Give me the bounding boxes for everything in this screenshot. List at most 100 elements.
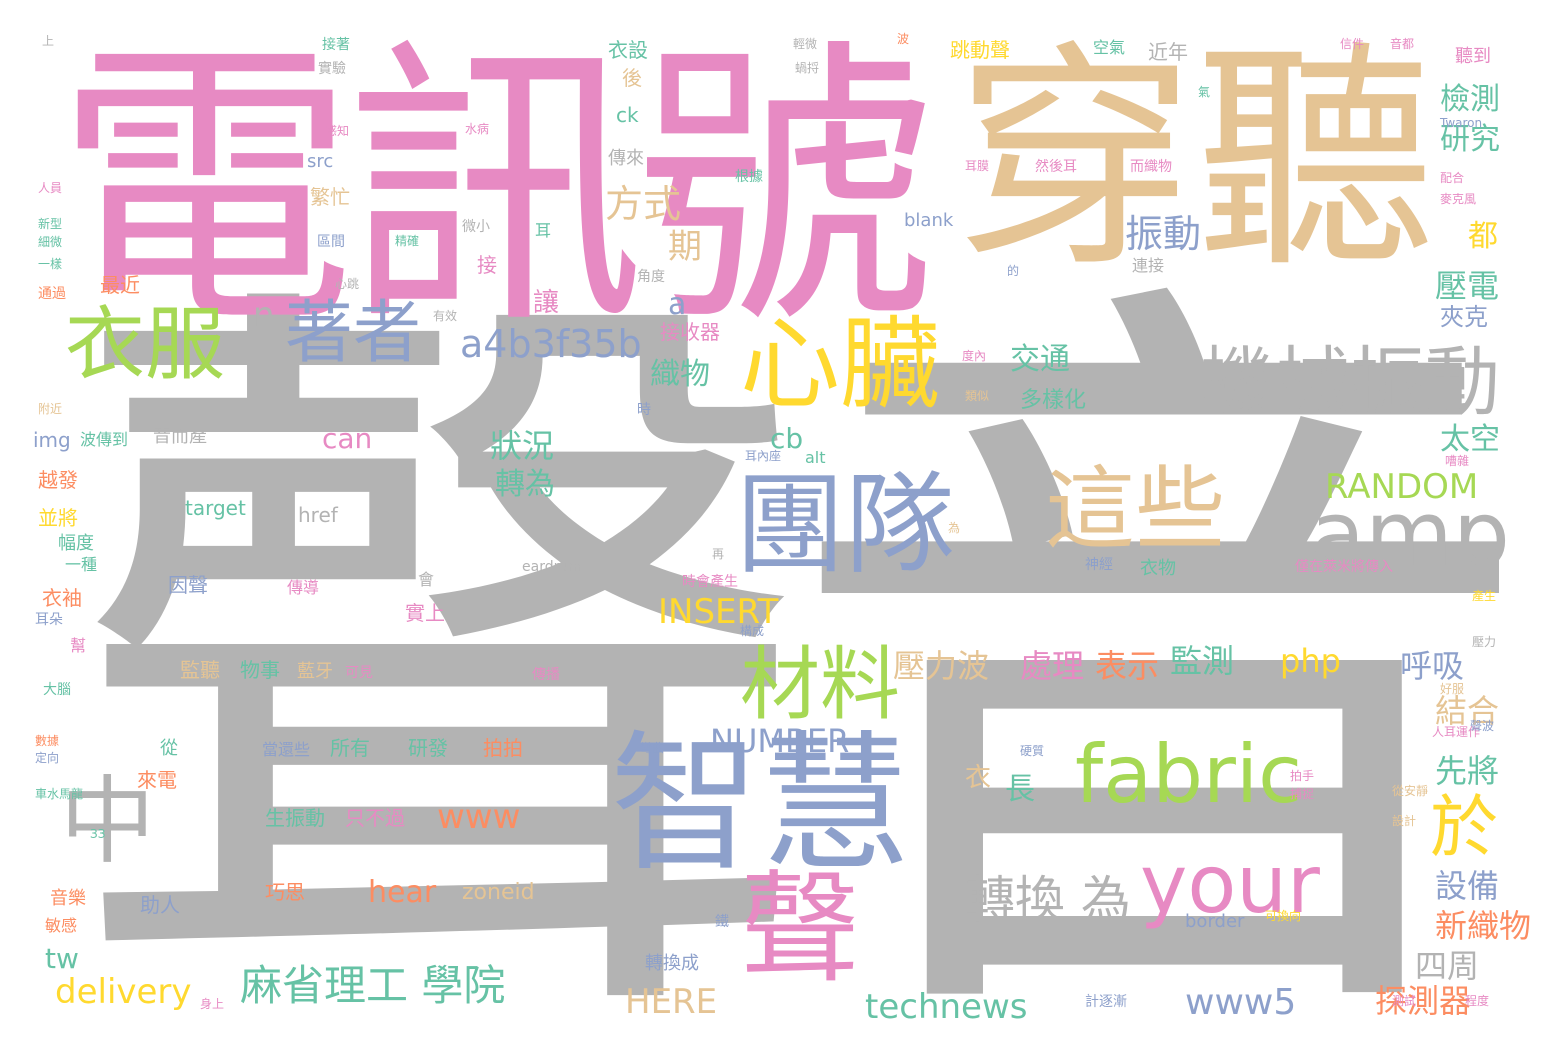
- word-hou: 後: [622, 66, 642, 90]
- word-shihuichansheng: 時會產生: [682, 574, 738, 590]
- word-zuijin: 最近: [100, 273, 140, 297]
- word-jiaotong: 交通: [1010, 342, 1070, 377]
- word-youxiao: 有效: [433, 309, 458, 323]
- word-genju: 根據: [735, 169, 763, 185]
- word-twaron: Twaron: [1440, 116, 1483, 130]
- word-yinerchan: 音而產: [153, 426, 207, 447]
- word-eardrum: eardrum: [522, 559, 582, 575]
- word-shuju: 數據: [35, 734, 60, 748]
- word-technews: technews: [865, 987, 1028, 1027]
- word-yali: 壓力: [1472, 635, 1497, 649]
- word-www5: www5: [1185, 982, 1297, 1023]
- word-zhiwu: 織物: [650, 357, 710, 392]
- word-shebei: 設備: [1435, 867, 1500, 905]
- word-zhong: 中: [60, 767, 156, 877]
- word-hear: hear: [368, 875, 437, 910]
- word-chansheng: 產生: [1472, 589, 1497, 603]
- word-sizhou: 四周: [1415, 947, 1480, 985]
- word-dangjiexie: 當還些: [262, 740, 311, 759]
- word-shengbo: 聲波: [1470, 719, 1495, 733]
- word-chuanlai: 傳來: [608, 148, 644, 169]
- word-fangshi: 方式: [605, 182, 682, 226]
- word-jiake: 夾克: [1440, 303, 1488, 331]
- word-er: 耳: [535, 221, 552, 240]
- word-xinjian: 信件: [1340, 37, 1365, 51]
- word-tiaodongsheng: 跳動聲: [950, 38, 1010, 62]
- word-mingan: 敏感: [45, 916, 78, 935]
- word-haofu: 好服: [1440, 682, 1465, 696]
- word-erduo: 耳朵: [35, 612, 63, 628]
- word-qingwei: 輕微: [793, 37, 818, 51]
- word-shengzhendong: 生振動: [265, 806, 325, 830]
- word-buzhuo: 捕捉: [1290, 787, 1315, 801]
- word-jiezhe: 接著: [322, 37, 350, 53]
- word-weixiao: 微小: [462, 219, 490, 235]
- word-jiance-detect: 檢測: [1440, 82, 1500, 117]
- word-de: 的: [1007, 264, 1020, 278]
- word-delivery: delivery: [55, 972, 192, 1012]
- word-zhuanhuan-wei: 轉換 為: [965, 871, 1131, 929]
- word-bang: 幫: [70, 636, 87, 655]
- word-ceshi: 測試: [1392, 994, 1417, 1008]
- word-random: RANDOM: [1325, 467, 1479, 507]
- word-qujian: 區間: [317, 234, 345, 250]
- word-insert: INSERT: [658, 592, 779, 632]
- word-fabric: fabric: [1075, 728, 1303, 821]
- word-chuanbo: 傳播: [532, 667, 560, 683]
- word-jinnian: 近年: [1148, 40, 1188, 64]
- word-cb: cb: [770, 422, 804, 455]
- word-shengyin: 聲音: [60, 228, 1540, 1052]
- word-tongguo: 通過: [38, 286, 66, 302]
- word-xinxing: 新型: [38, 217, 63, 231]
- word-fudu: 幅度: [58, 533, 94, 554]
- word-yuefa: 越發: [38, 468, 78, 492]
- word-zhexie: 這些: [1045, 457, 1225, 562]
- word-xiwei: 細微: [38, 235, 63, 249]
- word-wei: 為: [948, 521, 961, 535]
- word-alt: alt: [805, 448, 826, 467]
- word-sheji: 設計: [1392, 814, 1417, 828]
- word-qi: 期: [668, 227, 702, 267]
- word-cheshuimalong: 車水馬龍: [35, 787, 84, 801]
- word-dunei: 度內: [962, 349, 987, 363]
- word-maikefeng: 麥克風: [1440, 192, 1477, 206]
- word-n: n: [253, 295, 275, 335]
- word-laidian: 來電: [137, 768, 177, 792]
- word-wolue: 蝸捋: [795, 61, 820, 75]
- word-sheng: 聲: [740, 860, 860, 999]
- word-jie: 接: [477, 253, 497, 277]
- word-jizhujian: 計逐漸: [1085, 994, 1127, 1010]
- word-qiaosi: 巧思: [265, 880, 305, 904]
- word-php: php: [1280, 642, 1341, 680]
- word-yaliibo: 壓力波: [893, 647, 990, 685]
- word-congpan: 從安靜: [1392, 784, 1429, 798]
- word-shi: 時: [637, 402, 651, 418]
- word-mit: 麻省理工 學院: [240, 961, 506, 1010]
- word-fujin: 附近: [38, 402, 63, 416]
- word-duoyanghua: 多樣化: [1020, 388, 1087, 413]
- word-danao: 大腦: [43, 682, 71, 698]
- word-shang: 上: [42, 34, 55, 48]
- word-jinzailaimi: 僅在萊米將傳入: [1295, 559, 1393, 575]
- word-yiwu: 衣物: [1140, 558, 1176, 579]
- word-kejian: 可見: [345, 665, 373, 681]
- word-zhuangkuang: 狀況: [490, 427, 555, 465]
- word-can: can: [322, 422, 373, 455]
- word-yanfa: 研發: [408, 736, 448, 760]
- word-zhuanhuancheng: 轉換成: [645, 953, 699, 974]
- word-shenshang: 身上: [200, 997, 225, 1011]
- word-tingdao: 聽到: [1455, 46, 1491, 67]
- word-xianjiang: 先將: [1435, 752, 1500, 790]
- word-src: src: [307, 151, 334, 172]
- word-suoyou: 所有: [330, 736, 370, 760]
- word-jiance-monitor: 監測: [1170, 642, 1235, 680]
- word-ganzhi: 感知: [325, 124, 350, 138]
- word-jianting: 監聽: [180, 658, 220, 682]
- word-tuandui: 團隊: [735, 461, 955, 589]
- word-yanjiu: 研究: [1440, 122, 1500, 157]
- word-renerunzuo: 人耳運作: [1432, 725, 1481, 739]
- word-zz: ЗЗ: [90, 827, 106, 841]
- word-fanmang: 繁忙: [310, 185, 350, 209]
- word-leisi: 類似: [965, 389, 990, 403]
